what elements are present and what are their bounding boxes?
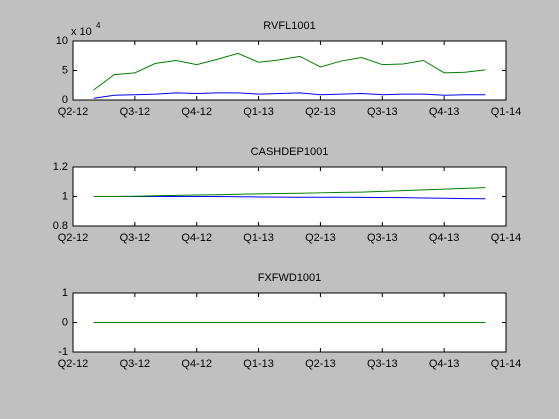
chart-title: FXFWD1001 bbox=[258, 272, 322, 284]
y-tick-label: -1 bbox=[58, 346, 68, 358]
y-tick-label: 0.8 bbox=[53, 220, 68, 232]
x-tick-label: Q1-14 bbox=[491, 358, 522, 370]
axes bbox=[73, 41, 506, 100]
x-tick-label: Q1-13 bbox=[243, 358, 274, 370]
y-tick-label: 10 bbox=[56, 35, 68, 47]
chart-title: RVFL1001 bbox=[263, 20, 315, 32]
y-tick-label: 1.2 bbox=[53, 161, 68, 173]
y-multiplier: x 10 bbox=[71, 26, 92, 38]
x-tick-label: Q2-12 bbox=[58, 358, 89, 370]
x-tick-label: Q4-12 bbox=[181, 106, 212, 118]
series-line bbox=[93, 92, 486, 99]
x-tick-label: Q2-13 bbox=[305, 232, 336, 244]
y-tick-label: 5 bbox=[62, 64, 68, 76]
y-multiplier-exponent: 4 bbox=[96, 21, 101, 30]
x-tick-label: Q3-13 bbox=[367, 358, 398, 370]
x-tick-label: Q3-13 bbox=[367, 106, 398, 118]
x-tick-label: Q1-14 bbox=[491, 232, 522, 244]
x-tick-label: Q2-12 bbox=[58, 106, 89, 118]
x-tick-label: Q2-13 bbox=[305, 106, 336, 118]
x-tick-label: Q3-12 bbox=[120, 358, 151, 370]
x-tick-label: Q4-13 bbox=[429, 232, 460, 244]
series-line bbox=[93, 187, 486, 197]
x-tick-label: Q4-12 bbox=[181, 358, 212, 370]
chart-title: CASHDEP1001 bbox=[251, 146, 329, 158]
x-tick-label: Q1-13 bbox=[243, 106, 274, 118]
x-tick-label: Q3-12 bbox=[120, 106, 151, 118]
x-tick-label: Q4-13 bbox=[429, 358, 460, 370]
x-tick-label: Q4-13 bbox=[429, 106, 460, 118]
y-tick-label: 0 bbox=[62, 316, 68, 328]
series-line bbox=[93, 196, 486, 200]
y-tick-label: 0 bbox=[62, 94, 68, 106]
x-tick-label: Q3-13 bbox=[367, 232, 398, 244]
x-tick-label: Q4-12 bbox=[181, 232, 212, 244]
x-tick-label: Q1-13 bbox=[243, 232, 274, 244]
y-tick-label: 1 bbox=[62, 287, 68, 299]
y-tick-label: 1 bbox=[62, 190, 68, 202]
x-tick-label: Q1-14 bbox=[491, 106, 522, 118]
x-tick-label: Q2-13 bbox=[305, 358, 336, 370]
x-tick-label: Q2-12 bbox=[58, 232, 89, 244]
x-tick-label: Q3-12 bbox=[120, 232, 151, 244]
series-line bbox=[93, 52, 486, 91]
